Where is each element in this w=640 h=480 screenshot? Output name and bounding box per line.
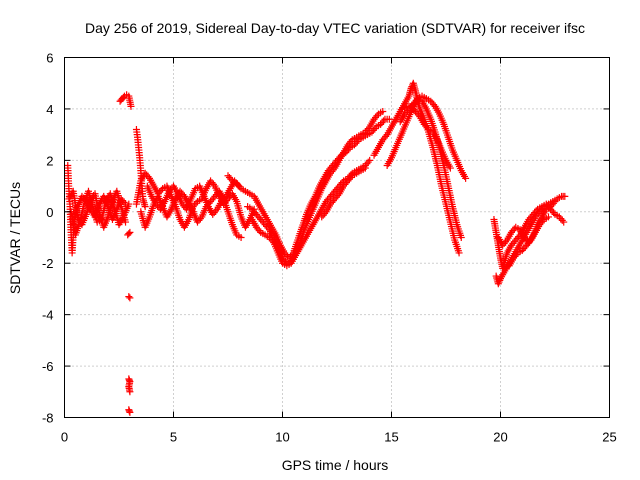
- data-point: [364, 158, 372, 166]
- axis-ticks: 0 5 10 15 20 25 -8 -6 -4 -2 0 2 4 6: [42, 51, 617, 445]
- data-point: [539, 217, 547, 225]
- data-point: [192, 199, 200, 207]
- data-point: [412, 96, 420, 104]
- data-point: [379, 108, 387, 115]
- data-point: [494, 280, 502, 288]
- data-point: [550, 199, 558, 207]
- data-point: [126, 408, 134, 416]
- data-point: [380, 117, 388, 125]
- data-point: [157, 186, 165, 194]
- data-point: [125, 200, 133, 208]
- data-point: [558, 216, 566, 224]
- y-axis-label: SDTVAR / TECUs: [7, 182, 23, 294]
- data-point: [560, 218, 568, 226]
- data-point: [212, 207, 220, 215]
- data-point: [264, 224, 272, 232]
- y-tick-label: 6: [46, 51, 53, 66]
- y-tick-label: -6: [42, 359, 54, 374]
- x-tick-label: 5: [170, 430, 177, 445]
- data-point: [141, 203, 149, 211]
- x-tick-label: 15: [384, 430, 398, 445]
- data-point: [209, 180, 217, 188]
- data-point: [495, 278, 503, 286]
- x-tick-label: 10: [275, 430, 289, 445]
- data-point: [457, 234, 465, 241]
- data-point: [361, 164, 369, 172]
- data-point: [321, 210, 329, 217]
- data-point: [544, 213, 552, 221]
- data-point: [347, 138, 355, 145]
- y-tick-label: -8: [42, 411, 54, 426]
- data-point: [255, 227, 263, 235]
- data-point: [551, 198, 559, 205]
- data-point: [125, 293, 133, 301]
- data-point: [366, 156, 374, 164]
- data-point: [382, 132, 390, 140]
- x-tick-label: 25: [602, 430, 616, 445]
- data-point: [462, 174, 470, 182]
- data-point: [423, 124, 431, 132]
- data-point: [502, 238, 510, 246]
- data-point: [334, 192, 342, 199]
- y-tick-label: -2: [42, 256, 54, 271]
- x-axis-label: GPS time / hours: [282, 457, 389, 473]
- data-point: [220, 194, 228, 202]
- data-point: [347, 174, 355, 181]
- x-tick-label: 20: [493, 430, 507, 445]
- data-point: [237, 234, 245, 241]
- chart-title: Day 256 of 2019, Sidereal Day-to-day VTE…: [85, 20, 585, 36]
- data-point: [550, 209, 558, 217]
- y-tick-label: -4: [42, 308, 54, 323]
- data-point: [144, 173, 152, 181]
- data-point: [227, 175, 235, 183]
- data-point: [430, 101, 438, 109]
- data-point: [179, 191, 187, 199]
- data-point: [126, 294, 134, 302]
- y-tick-label: 4: [46, 102, 53, 117]
- data-point: [122, 218, 130, 226]
- data-point: [236, 183, 244, 191]
- data-point: [496, 276, 504, 284]
- data-point: [329, 166, 337, 174]
- data-point: [125, 230, 133, 238]
- data-point: [446, 164, 454, 172]
- plot-frame: [64, 57, 610, 418]
- data-point: [364, 125, 372, 133]
- data-point: [414, 111, 422, 119]
- data-point: [371, 125, 379, 133]
- y-tick-label: 2: [46, 153, 53, 168]
- data-point: [512, 251, 520, 259]
- data-point: [526, 238, 534, 246]
- data-point: [385, 115, 393, 123]
- y-tick-label: 0: [46, 205, 53, 220]
- data-point: [126, 388, 134, 396]
- data-point: [126, 228, 134, 236]
- data-point: [268, 237, 276, 245]
- data-point: [373, 112, 381, 120]
- x-tick-label: 0: [61, 430, 68, 445]
- data-point: [561, 192, 569, 200]
- data-point: [196, 215, 204, 223]
- data-point: [127, 102, 135, 110]
- data-points: [64, 79, 569, 416]
- data-point: [455, 249, 463, 257]
